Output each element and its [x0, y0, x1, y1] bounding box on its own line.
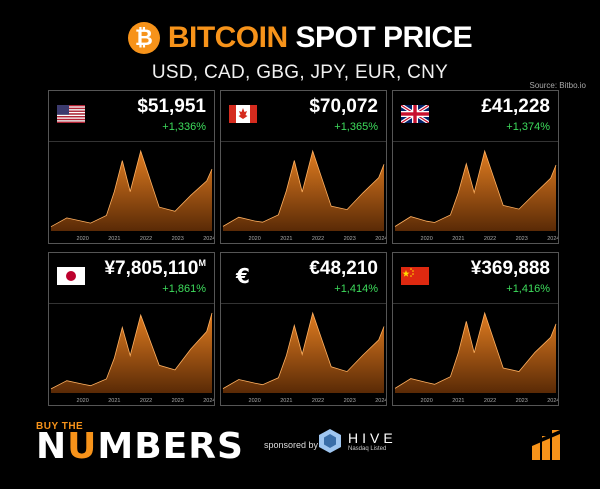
series-line: [222, 311, 385, 389]
title-highlight: BITCOIN: [167, 21, 288, 54]
series-area: [395, 313, 556, 393]
x-tick-label: 2024: [547, 398, 558, 404]
x-tick-label: 2020: [77, 398, 89, 404]
hive-subtext: Nasdaq Listed: [348, 446, 387, 452]
series-area: [223, 313, 384, 393]
sponsored-by-text: sponsored by: [264, 440, 319, 450]
price-label: €48,210: [309, 258, 378, 279]
x-tick-label: 2021: [452, 236, 464, 242]
price-label: £41,228: [481, 96, 550, 117]
svg-text:€: €: [235, 267, 250, 285]
x-tick-label: 2022: [484, 398, 496, 404]
x-tick-label: 2021: [280, 398, 292, 404]
series-area: [51, 151, 212, 231]
source-note: Source: Bitbo.io: [529, 81, 586, 90]
change-label: +1,414%: [334, 283, 378, 295]
x-tick-label: 2022: [312, 236, 324, 242]
brand-letter-n: N: [36, 426, 68, 467]
chart-card-cad: $70,072 +1,365% 2020 2021 2022 2023 2024: [220, 90, 387, 244]
x-tick-label: 2023: [344, 398, 356, 404]
series-line: [394, 311, 557, 389]
japan-flag-icon: [57, 267, 85, 285]
x-tick-label: 2023: [516, 398, 528, 404]
price-label: ¥369,888: [470, 258, 550, 279]
price-label: $51,951: [137, 96, 206, 117]
x-tick-label: 2021: [452, 398, 464, 404]
area-chart: 2020 2021 2022 2023 2024: [50, 149, 215, 242]
series-line: [50, 149, 213, 228]
x-tick-label: 2024: [203, 236, 214, 242]
page-title: BITCOIN SPOT PRICE: [167, 21, 473, 55]
brand-big-text: NUMBERS: [36, 429, 244, 465]
chart-card-usd: $51,951 +1,336% 2020 2021 2022 2023 2024: [48, 90, 215, 244]
x-tick-label: 2022: [312, 398, 324, 404]
chart-card-cny: ¥369,888 +1,416% 2020 2021 2022 2023 2024: [392, 252, 559, 406]
x-tick-label: 2020: [77, 236, 89, 242]
x-tick-label: 2021: [108, 236, 120, 242]
x-tick-label: 2023: [516, 236, 528, 242]
x-tick-label: 2022: [140, 236, 152, 242]
brand-rest: MBERS: [97, 426, 244, 467]
hive-hexagon-icon: [319, 429, 341, 453]
canada-flag-icon: [229, 105, 257, 123]
title-row: ₿ BITCOIN SPOT PRICE: [0, 18, 600, 58]
x-tick-label: 2020: [421, 398, 433, 404]
series-line: [50, 312, 213, 390]
series-line: [222, 149, 385, 227]
x-tick-label: 2020: [249, 398, 261, 404]
x-tick-label: 2024: [203, 398, 214, 404]
x-tick-label: 2023: [172, 236, 184, 242]
change-label: +1,374%: [506, 121, 550, 133]
series-area: [223, 151, 384, 231]
brand-small-text: BUY THE: [36, 421, 84, 432]
change-label: +1,416%: [506, 283, 550, 295]
area-chart: 2020 2021 2022 2023 2024: [394, 149, 559, 242]
euro-symbol-icon: €: [235, 267, 250, 285]
price-label: ¥7,805,110M: [104, 258, 207, 279]
area-chart: 2020 2021 2022 2023 2024: [50, 312, 215, 404]
area-chart: 2020 2021 2022 2023 2024: [222, 149, 387, 242]
x-tick-label: 2024: [375, 398, 386, 404]
hive-logo: HIVE Nasdaq Listed: [318, 428, 397, 454]
x-tick-label: 2024: [547, 236, 558, 242]
series-line: [394, 149, 557, 227]
chart-card-eur: € €48,210 +1,414% 2020 2021 2022 2023 2024: [220, 252, 387, 406]
title-rest: SPOT PRICE: [287, 21, 473, 54]
china-flag-icon: [401, 267, 429, 285]
page-subtitle: USD, CAD, GBG, JPY, EUR, CNY: [151, 62, 449, 83]
x-tick-label: 2020: [421, 236, 433, 242]
bitcoin-logo-icon: ₿: [127, 22, 160, 54]
change-label: +1,365%: [334, 121, 378, 133]
change-label: +1,336%: [162, 121, 206, 133]
area-chart: 2020 2021 2022 2023 2024: [394, 311, 559, 404]
price-suffix: M: [198, 258, 207, 268]
x-tick-label: 2024: [375, 236, 386, 242]
x-tick-label: 2022: [484, 236, 496, 242]
series-area: [395, 151, 556, 231]
us-flag-icon: [57, 105, 85, 123]
area-chart: 2020 2021 2022 2023 2024: [222, 311, 387, 404]
x-tick-label: 2020: [249, 236, 261, 242]
brand-logo: BUY THE NUMBERS: [36, 421, 244, 465]
x-tick-label: 2021: [108, 398, 120, 404]
x-tick-label: 2021: [280, 236, 292, 242]
series-area: [51, 313, 212, 393]
change-label: +1,861%: [162, 283, 206, 295]
corner-bars-icon: [532, 430, 560, 460]
x-tick-label: 2023: [172, 398, 184, 404]
x-tick-label: 2023: [344, 236, 356, 242]
hive-name: HIVE: [348, 430, 397, 446]
price-label: $70,072: [309, 96, 378, 117]
uk-flag-icon: [401, 105, 429, 123]
brand-letter-u: U: [67, 426, 98, 467]
x-tick-label: 2022: [140, 398, 152, 404]
chart-card-jpy: ¥7,805,110M +1,861% 2020 2021 2022 2023 2024: [48, 252, 215, 406]
chart-card-gbp: £41,228 +1,374% 2020 2021 2022 2023 2024: [392, 90, 559, 244]
header: ₿ BITCOIN SPOT PRICE USD, CAD, GBG, JPY,…: [0, 18, 600, 84]
